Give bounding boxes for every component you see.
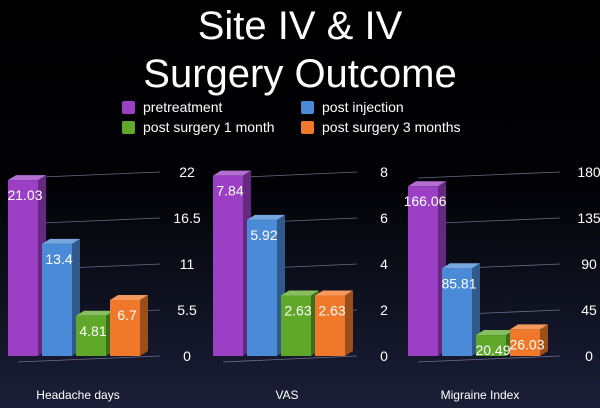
data-label: 6.7	[117, 307, 137, 323]
y-tick-label: 0	[380, 348, 388, 364]
legend-label-post-surgery-3-months: post surgery 3 months	[322, 119, 461, 135]
legend-item-pretreatment: pretreatment	[122, 97, 222, 117]
bar-top	[442, 263, 480, 269]
bar-front	[247, 219, 277, 356]
legend-item-post-surgery-3-months: post surgery 3 months	[301, 117, 461, 137]
gridline	[417, 171, 561, 179]
bar-top	[281, 290, 319, 296]
bar-top	[213, 170, 251, 176]
bar-top	[476, 330, 514, 336]
bar-pretreatment	[213, 170, 251, 356]
bar-front	[110, 299, 140, 356]
gridline	[17, 355, 161, 363]
bar-post-surgery-3-months	[110, 294, 148, 356]
y-tick-label: 180	[577, 164, 600, 180]
legend-swatch-post-injection	[301, 100, 314, 114]
bar-front	[76, 315, 106, 356]
data-label: 85.81	[441, 275, 476, 291]
y-tick-label: 8	[380, 164, 388, 180]
legend-swatch-post-surgery-3-months	[301, 120, 314, 134]
bar-post-injection	[247, 214, 285, 356]
bar-front	[408, 186, 438, 356]
data-label: 20.49	[475, 342, 510, 358]
bar-post-surgery-1-month	[76, 310, 114, 356]
x-axis-label: VAS	[275, 388, 298, 402]
bar-post-injection	[42, 238, 80, 356]
slide-title: Site IV & IV Surgery Outcome	[0, 2, 600, 98]
bar-side	[540, 324, 548, 356]
y-tick-label: 45	[581, 302, 597, 318]
x-axis-label: Headache days	[36, 388, 119, 402]
data-label: 26.03	[509, 336, 544, 352]
gridline	[222, 355, 358, 363]
bar-post-injection	[442, 263, 480, 356]
title-line-2: Surgery Outcome	[143, 52, 457, 96]
y-tick-label: 0	[585, 348, 593, 364]
legend-item-post-injection: post injection	[301, 97, 404, 117]
gridline	[417, 355, 561, 363]
bar-side	[472, 263, 480, 356]
legend-label-post-injection: post injection	[322, 99, 404, 115]
data-label: 4.81	[79, 323, 106, 339]
bar-front	[281, 295, 311, 356]
y-tick-label: 90	[581, 256, 597, 272]
bar-top	[76, 310, 114, 316]
legend-label-post-surgery-1-month: post surgery 1 month	[143, 119, 275, 135]
bar-top	[510, 324, 548, 330]
legend-label-pretreatment: pretreatment	[143, 99, 223, 115]
legend-swatch-post-surgery-1-month	[122, 120, 135, 134]
y-tick-label: 11	[180, 256, 195, 272]
bar-post-surgery-3-months	[315, 290, 353, 356]
legend: pretreatment post injection post surgery…	[122, 97, 502, 141]
title-line-1: Site IV & IV	[197, 4, 403, 48]
data-label: 2.63	[284, 303, 311, 319]
bar-front	[8, 180, 38, 356]
bar-pretreatment	[408, 181, 446, 356]
chart-panel-1: 0 5.5 11 16.5 22 21.03 13.4 4.81 6.7 Headache day…	[7, 164, 200, 402]
y-tick-label: 0	[183, 348, 191, 364]
y-tick-label: 5.5	[177, 302, 197, 318]
bar-front	[42, 243, 72, 356]
bar-front	[510, 329, 540, 356]
bar-post-surgery-1-month	[281, 290, 319, 356]
bar-top	[408, 181, 446, 187]
legend-item-post-surgery-1-month: post surgery 1 month	[122, 117, 275, 137]
y-tick-label: 16.5	[173, 210, 200, 226]
bar-top	[42, 238, 80, 244]
y-tick-label: 22	[179, 164, 195, 180]
bar-front	[315, 295, 345, 356]
bar-top	[315, 290, 353, 296]
bar-front	[442, 268, 472, 356]
bar-side	[345, 290, 353, 356]
chart-panel-2: 0 2 4 6 8 7.84 5.92 2.63 2.63 VAS	[213, 164, 388, 402]
bar-top	[8, 175, 46, 181]
bar-post-surgery-3-months	[510, 324, 548, 356]
bar-front	[476, 335, 506, 356]
legend-swatch-pretreatment	[122, 100, 135, 114]
bar-top	[110, 294, 148, 300]
data-label: 21.03	[7, 187, 42, 203]
y-tick-label: 6	[380, 210, 388, 226]
y-tick-label: 4	[380, 256, 388, 272]
data-label: 7.84	[216, 183, 243, 199]
x-axis-label: Migraine Index	[441, 388, 520, 402]
y-tick-label: 2	[380, 302, 388, 318]
data-label: 166.06	[404, 193, 447, 209]
y-tick-label: 135	[577, 210, 600, 226]
bar-top	[247, 214, 285, 220]
data-label: 13.4	[45, 251, 72, 267]
bar-side	[140, 294, 148, 356]
bar-front	[213, 175, 243, 356]
data-label: 5.92	[250, 227, 277, 243]
data-label: 2.63	[318, 303, 345, 319]
